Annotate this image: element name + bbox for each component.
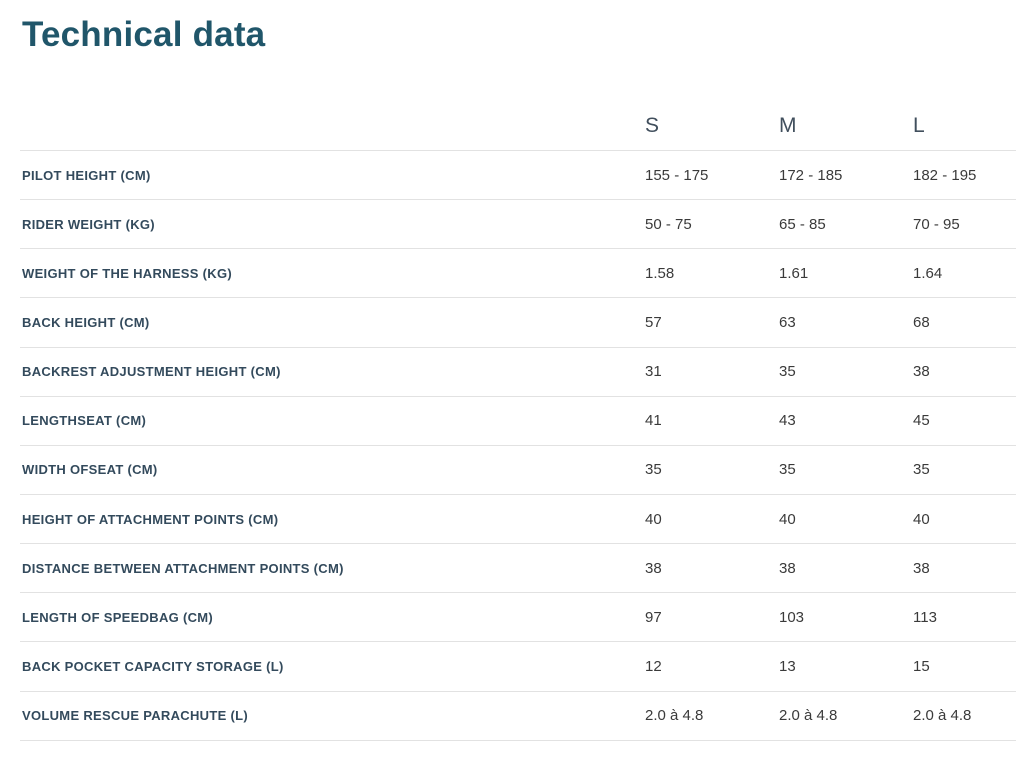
cell-value-m: 103 <box>779 608 805 626</box>
cell-value-m: 172 - 185 <box>779 166 843 184</box>
cell-value-l: 2.0 à 4.8 <box>913 707 972 725</box>
row-label: HEIGHT OF ATTACHMENT POINTS (CM) <box>22 511 279 527</box>
cell-value-l: 68 <box>913 313 930 331</box>
table-row: LENGTH OF SPEEDBAG (CM) 97 103 113 <box>20 593 1016 643</box>
row-label: PILOT HEIGHT (CM) <box>22 167 151 183</box>
table-row: HEIGHT OF ATTACHMENT POINTS (CM) 40 40 4… <box>20 495 1016 545</box>
cell-value-l: 40 <box>913 510 930 528</box>
size-header-row: S M L <box>20 56 1016 151</box>
cell-value-m: 35 <box>779 461 796 479</box>
cell-value-l: 15 <box>913 657 930 675</box>
cell-value-m: 43 <box>779 412 796 430</box>
cell-value-s: 38 <box>645 559 662 577</box>
cell-value-m: 40 <box>779 510 796 528</box>
cell-value-m: 13 <box>779 657 796 675</box>
size-header-s: S <box>645 114 660 137</box>
cell-value-m: 35 <box>779 363 796 381</box>
row-label: BACK HEIGHT (CM) <box>22 314 150 330</box>
row-label: RIDER WEIGHT (KG) <box>22 216 155 232</box>
cell-value-s: 50 - 75 <box>645 215 692 233</box>
table-row: BACK HEIGHT (CM) 57 63 68 <box>20 298 1016 348</box>
cell-value-l: 182 - 195 <box>913 166 977 184</box>
cell-value-s: 35 <box>645 461 662 479</box>
cell-value-l: 70 - 95 <box>913 215 960 233</box>
table-row: PILOT HEIGHT (CM) 155 - 175 172 - 185 18… <box>20 151 1016 201</box>
row-label: WEIGHT OF THE HARNESS (KG) <box>22 265 233 281</box>
size-header-l: L <box>913 114 925 137</box>
size-header-m: M <box>779 114 797 137</box>
table-row: WEIGHT OF THE HARNESS (KG) 1.58 1.61 1.6… <box>20 249 1016 299</box>
cell-value-s: 57 <box>645 313 662 331</box>
cell-value-l: 113 <box>913 608 937 626</box>
row-label: LENGTHSEAT (CM) <box>22 413 147 429</box>
row-label: WIDTH OFSEAT (CM) <box>22 462 158 478</box>
cell-value-s: 97 <box>645 608 662 626</box>
page-title: Technical data <box>22 15 266 54</box>
table-body: PILOT HEIGHT (CM) 155 - 175 172 - 185 18… <box>20 151 1016 741</box>
technical-data-table: S M L PILOT HEIGHT (CM) 155 - 175 172 - … <box>20 56 1016 741</box>
cell-value-s: 1.58 <box>645 264 675 282</box>
row-label: BACK POCKET CAPACITY STORAGE (L) <box>22 658 284 674</box>
table-row: RIDER WEIGHT (KG) 50 - 75 65 - 85 70 - 9… <box>20 200 1016 250</box>
cell-value-s: 41 <box>645 412 662 430</box>
table-row: LENGTHSEAT (CM) 41 43 45 <box>20 397 1016 446</box>
cell-value-m: 38 <box>779 559 796 577</box>
cell-value-s: 2.0 à 4.8 <box>645 707 704 725</box>
cell-value-l: 35 <box>913 461 930 479</box>
cell-value-l: 38 <box>913 559 930 577</box>
cell-value-l: 38 <box>913 363 930 381</box>
cell-value-m: 65 - 85 <box>779 215 826 233</box>
row-label: DISTANCE BETWEEN ATTACHMENT POINTS (CM) <box>22 560 344 576</box>
cell-value-l: 1.64 <box>913 264 943 282</box>
table-row: DISTANCE BETWEEN ATTACHMENT POINTS (CM) … <box>20 544 1016 594</box>
row-label: VOLUME RESCUE PARACHUTE (L) <box>22 708 248 724</box>
table-row: BACKREST ADJUSTMENT HEIGHT (CM) 31 35 38 <box>20 348 1016 397</box>
cell-value-m: 2.0 à 4.8 <box>779 707 838 725</box>
cell-value-s: 40 <box>645 510 662 528</box>
cell-value-m: 63 <box>779 313 796 331</box>
cell-value-s: 31 <box>645 363 662 381</box>
cell-value-l: 45 <box>913 412 930 430</box>
row-label: LENGTH OF SPEEDBAG (CM) <box>22 609 214 625</box>
cell-value-s: 155 - 175 <box>645 166 709 184</box>
table-row: BACK POCKET CAPACITY STORAGE (L) 12 13 1… <box>20 642 1016 692</box>
row-label: BACKREST ADJUSTMENT HEIGHT (CM) <box>22 364 281 380</box>
table-row: WIDTH OFSEAT (CM) 35 35 35 <box>20 446 1016 495</box>
cell-value-s: 12 <box>645 657 662 675</box>
cell-value-m: 1.61 <box>779 264 809 282</box>
table-row: VOLUME RESCUE PARACHUTE (L) 2.0 à 4.8 2.… <box>20 692 1016 741</box>
